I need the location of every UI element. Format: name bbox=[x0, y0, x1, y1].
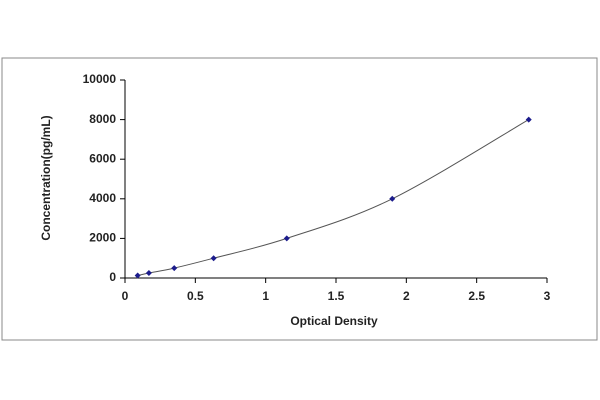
x-tick-label: 2 bbox=[403, 289, 410, 303]
x-axis-label: Optical Density bbox=[290, 314, 378, 328]
y-tick-label: 0 bbox=[109, 270, 116, 284]
y-tick-label: 6000 bbox=[89, 151, 116, 165]
y-tick-label: 8000 bbox=[89, 112, 116, 126]
y-tick-label: 4000 bbox=[89, 191, 116, 205]
data-point bbox=[145, 270, 152, 277]
data-point bbox=[134, 272, 141, 279]
chart-frame bbox=[1, 57, 598, 341]
data-point bbox=[283, 235, 290, 242]
x-tick-label: 3 bbox=[544, 289, 551, 303]
data-point bbox=[210, 255, 217, 262]
data-point bbox=[389, 195, 396, 202]
x-tick-label: 0.5 bbox=[187, 289, 204, 303]
data-point bbox=[171, 265, 178, 272]
y-axis-label: Concentration(pg/mL) bbox=[39, 115, 53, 240]
y-tick-label: 10000 bbox=[83, 72, 117, 86]
y-tick-label: 2000 bbox=[89, 231, 116, 245]
x-tick-label: 2.5 bbox=[468, 289, 485, 303]
x-tick-label: 1.5 bbox=[328, 289, 345, 303]
x-tick-label: 1 bbox=[262, 289, 269, 303]
x-tick-label: 0 bbox=[122, 289, 129, 303]
data-point bbox=[525, 116, 532, 123]
